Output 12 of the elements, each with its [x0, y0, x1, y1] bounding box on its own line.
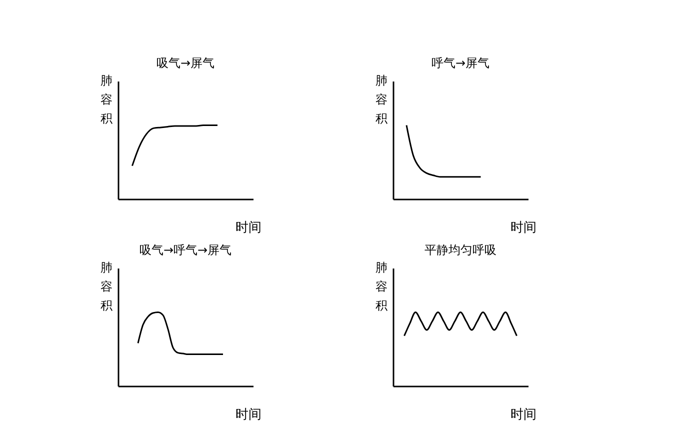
- y-axis-title: 肺容积: [100, 74, 112, 126]
- chart-title: 呼气→屏气: [431, 56, 490, 70]
- x-axis-title: 时间: [236, 408, 262, 422]
- chart-title: 平静均匀呼吸: [424, 243, 496, 257]
- x-axis-title: 时间: [510, 220, 536, 236]
- y-axis-title: 肺容积: [100, 260, 112, 312]
- x-axis-title: 时间: [510, 408, 536, 422]
- y-axis-title: 肺容积: [376, 74, 388, 126]
- chart-title: 吸气→屏气: [156, 56, 215, 70]
- x-axis-title: 时间: [236, 220, 262, 236]
- y-axis-title: 肺容积: [376, 260, 388, 312]
- chart-title: 吸气→呼气→屏气: [139, 243, 232, 257]
